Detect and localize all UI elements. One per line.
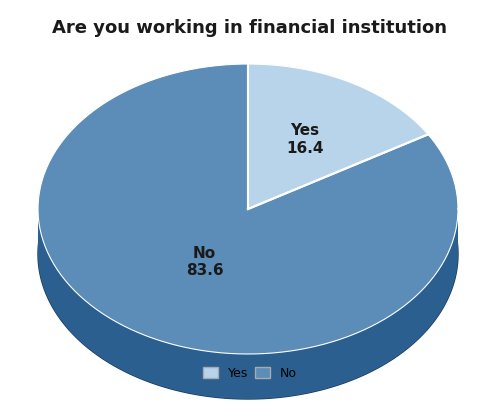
Text: Are you working in financial institution: Are you working in financial institution [52, 19, 448, 37]
Polygon shape [248, 64, 428, 209]
Polygon shape [38, 64, 458, 354]
Polygon shape [38, 109, 458, 399]
Text: No
83.6: No 83.6 [186, 246, 224, 278]
Text: Yes
16.4: Yes 16.4 [286, 123, 324, 156]
Polygon shape [38, 211, 458, 399]
Legend: Yes, No: Yes, No [203, 367, 297, 380]
